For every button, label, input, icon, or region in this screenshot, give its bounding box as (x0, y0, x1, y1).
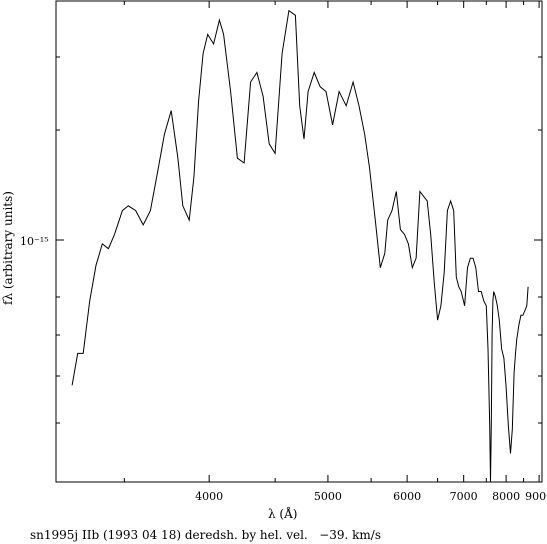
x-tick-labels: 4000 5000 6000 7000 8000 9000 (195, 490, 547, 503)
x-axis-label: λ (Å) (268, 506, 297, 521)
x-tick-label: 9000 (525, 490, 547, 503)
y-axis-label: fλ (arbitrary units) (1, 191, 15, 305)
plot-frame (55, 0, 543, 483)
x-tick-label: 5000 (314, 490, 342, 503)
x-tick-label: 7000 (450, 490, 478, 503)
caption: sn1995j IIb (1993 04 18) deredsh. by hel… (30, 528, 381, 542)
x-tick-label: 4000 (195, 490, 223, 503)
x-tick-label: 6000 (393, 490, 421, 503)
x-tick-label: 8000 (492, 490, 520, 503)
y-major-tick-label: 10⁻¹⁵ (20, 235, 49, 248)
tick-group (56, 1, 542, 482)
spectrum-line (71, 9, 529, 483)
